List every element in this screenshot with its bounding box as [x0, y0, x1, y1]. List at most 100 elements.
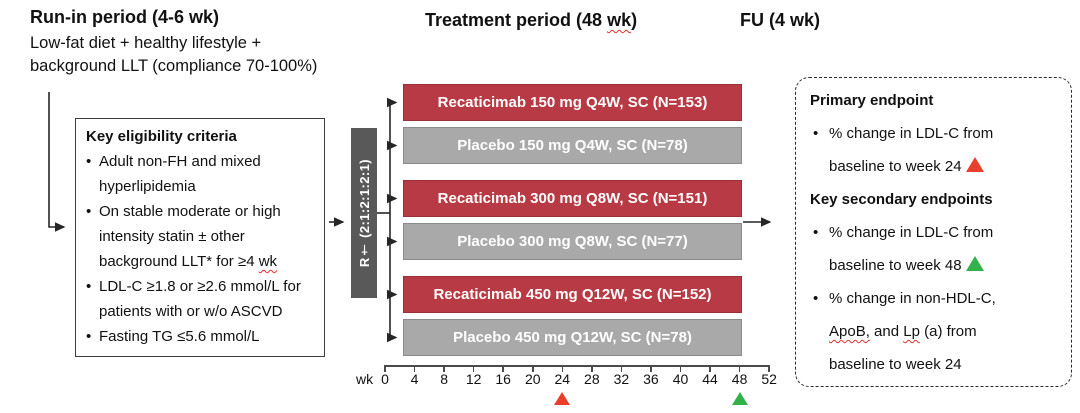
eligibility-bullet: • Fasting TG ≤5.6 mmol/L — [86, 324, 316, 349]
eligibility-bullet-text: On stable moderate or high intensity stat… — [99, 203, 281, 270]
arm-bar-recaticimab-1: Recaticimab 150 mg Q4W, SC (N=153) — [403, 84, 742, 121]
axis-tick — [531, 365, 534, 372]
axis-tick — [768, 365, 770, 372]
eligibility-bullet-text: Adult non-FH and mixed hyperlipidemia — [99, 153, 261, 195]
runin-header: Run-in period (4-6 wk) Low-fat diet + he… — [30, 7, 317, 78]
axis-tick — [472, 365, 475, 372]
text-run: background LLT* for ≥4 — [99, 253, 259, 270]
axis-tick — [738, 365, 741, 372]
endpoint-bullet-text: % change in LDL-C from baseline to week 4… — [829, 224, 993, 274]
text-run: On stable moderate or high — [99, 203, 281, 220]
axis-tick-label: 16 — [495, 371, 511, 387]
text-run: (a) from — [919, 323, 977, 340]
axis-tick-label: 24 — [554, 371, 571, 387]
endpoints-list: • % change in LDL-C from baseline to week … — [810, 117, 1059, 183]
green-triangle-week-48-icon — [731, 392, 748, 405]
axis-tick-label: 28 — [584, 371, 600, 387]
axis-tick-label: 8 — [440, 371, 448, 387]
axis-tick-label: 12 — [465, 371, 482, 387]
bullet-marker: • — [86, 278, 92, 295]
text-run: Treatment period (48 — [425, 10, 608, 30]
axis-tick — [561, 365, 564, 372]
eligibility-bullet-text: LDL-C ≥1.8 or ≥2.6 mmol/L for patients wi… — [99, 278, 301, 320]
text-run: % change in non-HDL-C, — [829, 290, 996, 307]
red-triangle-icon — [965, 157, 984, 172]
text-run: Fasting TG ≤5.6 mmol/L — [99, 328, 260, 345]
arm-bar-placebo-2: Placebo 150 mg Q4W, SC (N=78) — [403, 127, 742, 164]
endpoints-box: Primary endpoint • % change in LDL-C from b… — [795, 77, 1072, 387]
red-triangle-week-24-icon — [554, 392, 571, 405]
endpoint-bullet: • % change in LDL-C from baseline to week … — [810, 216, 1059, 282]
endpoints-list: • % change in LDL-C from baseline to week … — [810, 216, 1059, 381]
text-run: ) — [631, 10, 638, 30]
spellcheck-flagged-text: wk — [258, 253, 278, 270]
endpoint-bullet: • % change in non-HDL-C, ApoB, and Lp (a) … — [810, 282, 1059, 381]
randomization-box: R† (2:1:2:1:2:1) — [351, 128, 377, 298]
text-run: intensity statin ± other — [99, 228, 245, 245]
bullet-marker: • — [86, 328, 92, 345]
axis-tick — [620, 365, 623, 372]
text-run: hyperlipidemia — [99, 178, 196, 195]
eligibility-title: Key eligibility criteria — [86, 128, 237, 145]
endpoint-bullet-text: % change in non-HDL-C, ApoB, and Lp (a) f… — [829, 290, 996, 373]
axis-tick-label: 20 — [524, 371, 541, 387]
runin-subtitle-line2: background LLT (compliance 70-100%) — [30, 57, 318, 75]
spellcheck-flagged-text: Lp — [903, 323, 920, 340]
bullet-marker: • — [813, 290, 819, 307]
endpoints-section-title: Primary endpoint — [810, 92, 934, 109]
text-run: % change in LDL-C from — [829, 224, 994, 241]
axis-unit-label: wk — [356, 371, 374, 387]
axis-tick-label: 44 — [702, 371, 718, 387]
eligibility-box: Key eligibility criteria • Adult non-FH a… — [75, 118, 325, 357]
axis-tick — [709, 365, 711, 372]
text-run: % change in LDL-C from — [829, 125, 994, 142]
green-triangle-icon — [965, 256, 984, 271]
bullet-marker: • — [813, 125, 819, 142]
axis-tick — [591, 365, 593, 372]
axis-tick — [413, 365, 416, 372]
fu-period-title: FU (4 wk) — [740, 10, 821, 30]
runin-period-title: Run-in period (4-6 wk) — [30, 7, 219, 27]
eligibility-bullet: • LDL-C ≥1.8 or ≥2.6 mmol/L for patients w… — [86, 274, 316, 324]
text-run: LDL-C ≥1.8 or ≥2.6 mmol/L for — [99, 278, 301, 295]
bullet-marker: • — [813, 224, 819, 241]
text-run: baseline to week 24 — [829, 356, 962, 373]
axis-tick — [384, 365, 386, 372]
axis-tick-label: 32 — [613, 371, 630, 387]
arm-bar-placebo-6: Placebo 450 mg Q12W, SC (N=78) — [403, 319, 742, 356]
text-run: baseline to week 48 — [829, 257, 962, 274]
text-run: and — [869, 323, 904, 340]
eligibility-bullet-text: Fasting TG ≤5.6 mmol/L — [99, 328, 260, 345]
bullet-marker: • — [86, 203, 92, 220]
endpoint-bullet-text: % change in LDL-C from baseline to week 2… — [829, 125, 993, 175]
bullet-marker: • — [86, 153, 92, 170]
runin-subtitle-line1: Low-fat diet + healthy lifestyle + — [30, 34, 262, 52]
treatment-period-title: Treatment period (48 wk) — [425, 10, 637, 31]
axis-tick — [679, 365, 682, 372]
text-run: baseline to week 24 — [829, 158, 962, 175]
spellcheck-flagged-text: ApoB, — [829, 323, 870, 340]
axis-tick-label: 4 — [410, 371, 419, 387]
axis-tick-label: 52 — [761, 371, 777, 387]
axis-tick-label: 0 — [381, 371, 389, 387]
endpoints-section-title: Key secondary endpoints — [810, 191, 993, 208]
arm-bar-recaticimab-3: Recaticimab 300 mg Q8W, SC (N=151) — [403, 180, 742, 217]
spellcheck-flagged-text: wk — [607, 10, 632, 30]
endpoint-bullet: • % change in LDL-C from baseline to week … — [810, 117, 1059, 183]
axis-tick — [650, 365, 652, 372]
axis-tick-label: 40 — [672, 371, 689, 387]
arm-bar-placebo-4: Placebo 300 mg Q8W, SC (N=77) — [403, 223, 742, 260]
eligibility-list: • Adult non-FH and mixed hyperlipidemia • On… — [86, 149, 316, 349]
axis-tick — [502, 365, 504, 372]
eligibility-bullet: • Adult non-FH and mixed hyperlipidemia — [86, 149, 316, 199]
axis-tick-label: 48 — [731, 371, 748, 387]
axis-line — [384, 365, 769, 367]
axis-tick — [443, 365, 445, 372]
text-run: Adult non-FH and mixed — [99, 153, 261, 170]
text-run: patients with or w/o ASCVD — [99, 303, 283, 320]
arm-bar-recaticimab-5: Recaticimab 450 mg Q12W, SC (N=152) — [403, 276, 742, 313]
axis-tick-label: 36 — [643, 371, 659, 387]
